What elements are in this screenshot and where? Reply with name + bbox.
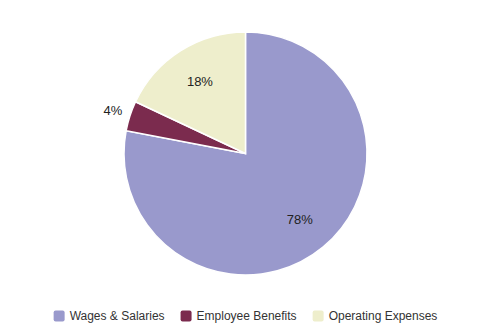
slices <box>124 32 367 275</box>
legend-item: Employee Benefits <box>181 309 297 323</box>
legend-label: Operating Expenses <box>329 309 438 323</box>
pie-slice <box>124 32 367 275</box>
legend-label: Employee Benefits <box>197 309 297 323</box>
legend-swatch <box>181 311 192 322</box>
data-labels: 78% 4% 18% <box>103 74 313 226</box>
legend-item: Wages & Salaries <box>54 309 165 323</box>
legend-swatch <box>313 311 324 322</box>
legend-swatch <box>54 311 65 322</box>
data-label: 18% <box>187 74 213 89</box>
legend-label: Wages & Salaries <box>70 309 165 323</box>
legend-item: Operating Expenses <box>313 309 438 323</box>
pie-slice <box>136 32 246 154</box>
legend: Wages & Salaries Employee Benefits Operati… <box>54 309 438 323</box>
chart: 78% 4% 18% Wages & Salaries Employee Benefit… <box>0 0 491 333</box>
data-label: 78% <box>287 212 313 227</box>
data-label: 4% <box>103 103 122 118</box>
